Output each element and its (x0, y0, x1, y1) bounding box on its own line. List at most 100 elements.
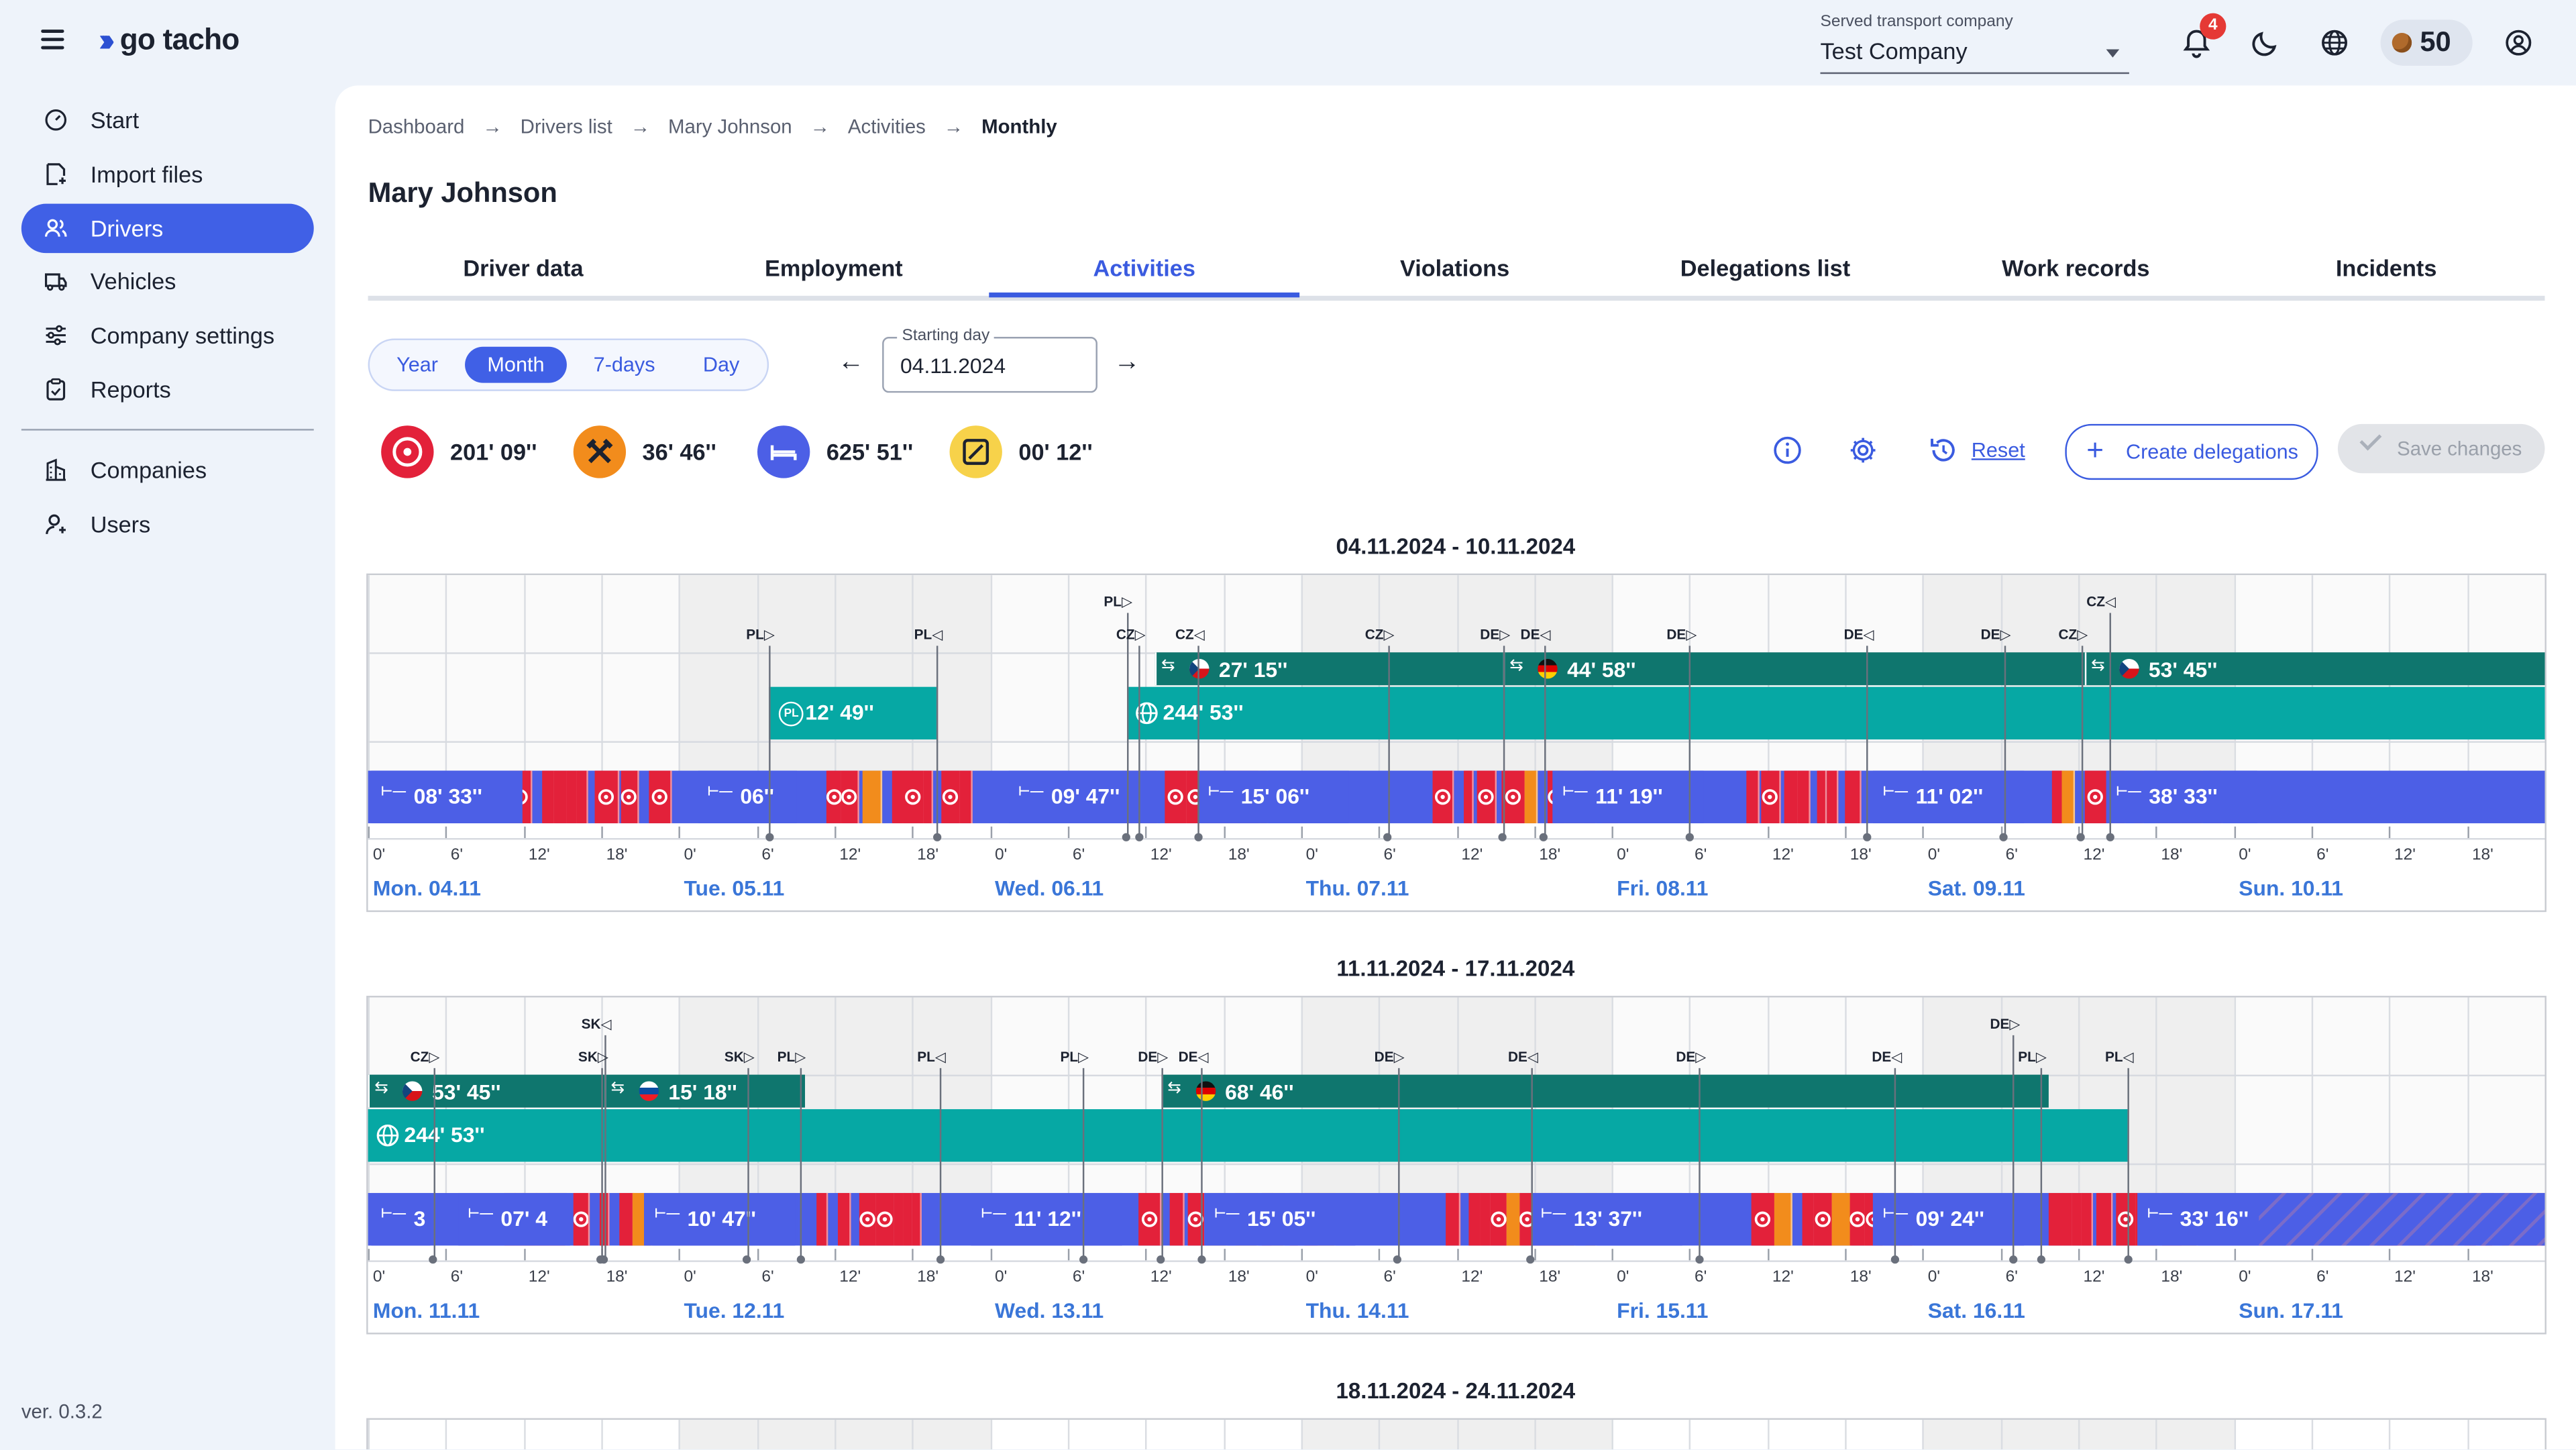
driving-segment[interactable] (1813, 1192, 1834, 1246)
driving-segment[interactable] (859, 1192, 877, 1246)
border-crossing-label[interactable]: DE▷ (1990, 1015, 2021, 1032)
breadcrumb-dashboard[interactable]: Dashboard (368, 115, 465, 138)
tab-activities[interactable]: Activities (1093, 254, 1195, 281)
border-crossing-label[interactable]: DE◁ (1507, 1048, 1538, 1065)
border-crossing-label[interactable]: SK◁ (581, 1015, 612, 1032)
sidebar-item-drivers[interactable]: Drivers (21, 203, 314, 254)
border-crossing-label[interactable]: SK▷ (724, 1048, 755, 1065)
sidebar-item-users[interactable]: Users (21, 499, 314, 548)
delegation-bar[interactable]: ⇆ 68' 46'' (1161, 1074, 2049, 1108)
driving-segment[interactable] (619, 1192, 635, 1246)
driving-segment[interactable] (1797, 770, 1811, 823)
driving-segment[interactable] (1849, 1192, 1866, 1246)
rest-segment[interactable] (1531, 1192, 1682, 1246)
day-label[interactable]: Fri. 15.11 (1617, 1298, 1709, 1323)
border-crossing-label[interactable]: CZ▷ (410, 1048, 440, 1065)
border-crossing-label[interactable]: PL▷ (746, 626, 775, 643)
border-crossing-label[interactable]: CZ▷ (1364, 626, 1395, 643)
day-label[interactable]: Tue. 12.11 (684, 1298, 785, 1323)
border-crossing-label[interactable]: PL◁ (914, 626, 943, 643)
rest-segment[interactable] (1872, 770, 2025, 823)
border-crossing-label[interactable]: DE◁ (1843, 626, 1874, 643)
work-segment[interactable] (1831, 1192, 1851, 1246)
tab-delegations-list[interactable]: Delegations list (1680, 254, 1851, 281)
day-label[interactable]: Thu. 07.11 (1305, 876, 1409, 901)
border-crossing-label[interactable]: PL▷ (2018, 1048, 2047, 1065)
border-crossing-label[interactable]: PL▷ (1060, 1048, 1089, 1065)
border-crossing-label[interactable]: CZ◁ (2086, 593, 2116, 610)
reset-link[interactable]: Reset (1971, 438, 2025, 462)
sidebar-item-company-settings[interactable]: Company settings (21, 311, 314, 360)
driving-segment[interactable] (1489, 1192, 1509, 1246)
driving-segment[interactable] (1844, 770, 1861, 823)
border-crossing-label[interactable]: DE▷ (1480, 626, 1511, 643)
border-crossing-label[interactable]: CZ▷ (2058, 626, 2088, 643)
day-label[interactable]: Wed. 13.11 (995, 1298, 1104, 1323)
driving-segment[interactable] (2048, 1192, 2064, 1246)
info-icon[interactable] (1771, 434, 1804, 467)
period-day[interactable]: Day (702, 353, 740, 376)
driving-segment[interactable] (2116, 1192, 2138, 1246)
breadcrumb-activities[interactable]: Activities (847, 115, 926, 138)
driving-segment[interactable] (1752, 1192, 1776, 1246)
border-crossing-label[interactable]: DE▷ (1138, 1048, 1169, 1065)
rest-segment[interactable] (370, 770, 523, 823)
delegation-bar[interactable]: ⇆ 53' 45'' (2084, 652, 2545, 686)
tab-incidents[interactable]: Incidents (2335, 254, 2437, 281)
driving-segment[interactable] (1165, 770, 1189, 823)
rest-segment[interactable] (971, 1192, 1122, 1246)
next-period-button[interactable]: → (1114, 348, 1140, 376)
rest-segment[interactable] (644, 1192, 796, 1246)
tab-work-records[interactable]: Work records (2002, 254, 2150, 281)
trip-bar[interactable]: 244' 53'' (1126, 686, 2545, 740)
driving-segment[interactable] (1501, 770, 1526, 823)
driving-segment[interactable] (576, 770, 588, 823)
border-crossing-label[interactable]: DE▷ (1666, 626, 1697, 643)
work-segment[interactable] (1524, 770, 1539, 823)
driving-segment[interactable] (839, 1192, 852, 1246)
border-crossing-label[interactable]: DE◁ (1178, 1048, 1209, 1065)
driving-segment[interactable] (2085, 770, 2108, 823)
delegation-bar[interactable]: ⇆ 27' 15'' (1155, 652, 1505, 686)
border-crossing-label[interactable]: PL◁ (917, 1048, 946, 1065)
driving-segment[interactable] (1446, 1192, 1460, 1246)
driving-segment[interactable] (1463, 770, 1474, 823)
rest-segment[interactable] (1552, 770, 1704, 823)
tab-violations[interactable]: Violations (1399, 254, 1510, 281)
day-label[interactable]: Sat. 09.11 (1927, 876, 2025, 901)
driving-segment[interactable] (923, 770, 934, 823)
day-label[interactable]: Thu. 14.11 (1305, 1298, 1409, 1323)
credits-counter[interactable]: 50 (2380, 19, 2473, 66)
menu-icon[interactable] (41, 30, 64, 50)
driving-segment[interactable] (1169, 1192, 1185, 1246)
rest-segment[interactable] (697, 770, 796, 823)
driving-segment[interactable] (1432, 770, 1455, 823)
create-delegations-button[interactable]: + Create delegations (2065, 423, 2318, 480)
delegation-bar[interactable]: ⇆ 44' 58'' (1503, 652, 2086, 686)
driving-segment[interactable] (959, 770, 973, 823)
border-crossing-label[interactable]: SK▷ (578, 1048, 608, 1065)
border-crossing-label[interactable]: DE▷ (1980, 626, 2011, 643)
rest-segment[interactable] (458, 1192, 570, 1246)
day-label[interactable]: Sun. 10.11 (2239, 876, 2344, 901)
border-crossing-label[interactable]: DE◁ (1520, 626, 1551, 643)
driving-segment[interactable] (1747, 770, 1760, 823)
driving-segment[interactable] (1138, 1192, 1162, 1246)
driving-segment[interactable] (875, 1192, 896, 1246)
delegation-bar[interactable]: ⇆ 15' 18'' (604, 1074, 805, 1108)
breadcrumb-drivers-list[interactable]: Drivers list (520, 115, 612, 138)
day-label[interactable]: Tue. 05.11 (684, 876, 785, 901)
rest-segment[interactable] (1204, 1192, 1356, 1246)
company-select[interactable]: Served transport company Test Company (1820, 13, 2129, 74)
day-label[interactable]: Wed. 06.11 (995, 876, 1104, 901)
border-crossing-label[interactable]: CZ◁ (1175, 626, 1205, 643)
reset-icon[interactable] (1927, 434, 1960, 467)
period-7-days[interactable]: 7-days (593, 353, 655, 376)
driving-segment[interactable] (901, 770, 925, 823)
driving-segment[interactable] (1826, 770, 1839, 823)
sidebar-item-start[interactable]: Start (21, 95, 314, 144)
logo[interactable]: ››› go tacho (99, 23, 239, 57)
work-segment[interactable] (2061, 770, 2076, 823)
sidebar-item-import-files[interactable]: Import files (21, 150, 314, 199)
sidebar-item-companies[interactable]: Companies (21, 446, 314, 495)
